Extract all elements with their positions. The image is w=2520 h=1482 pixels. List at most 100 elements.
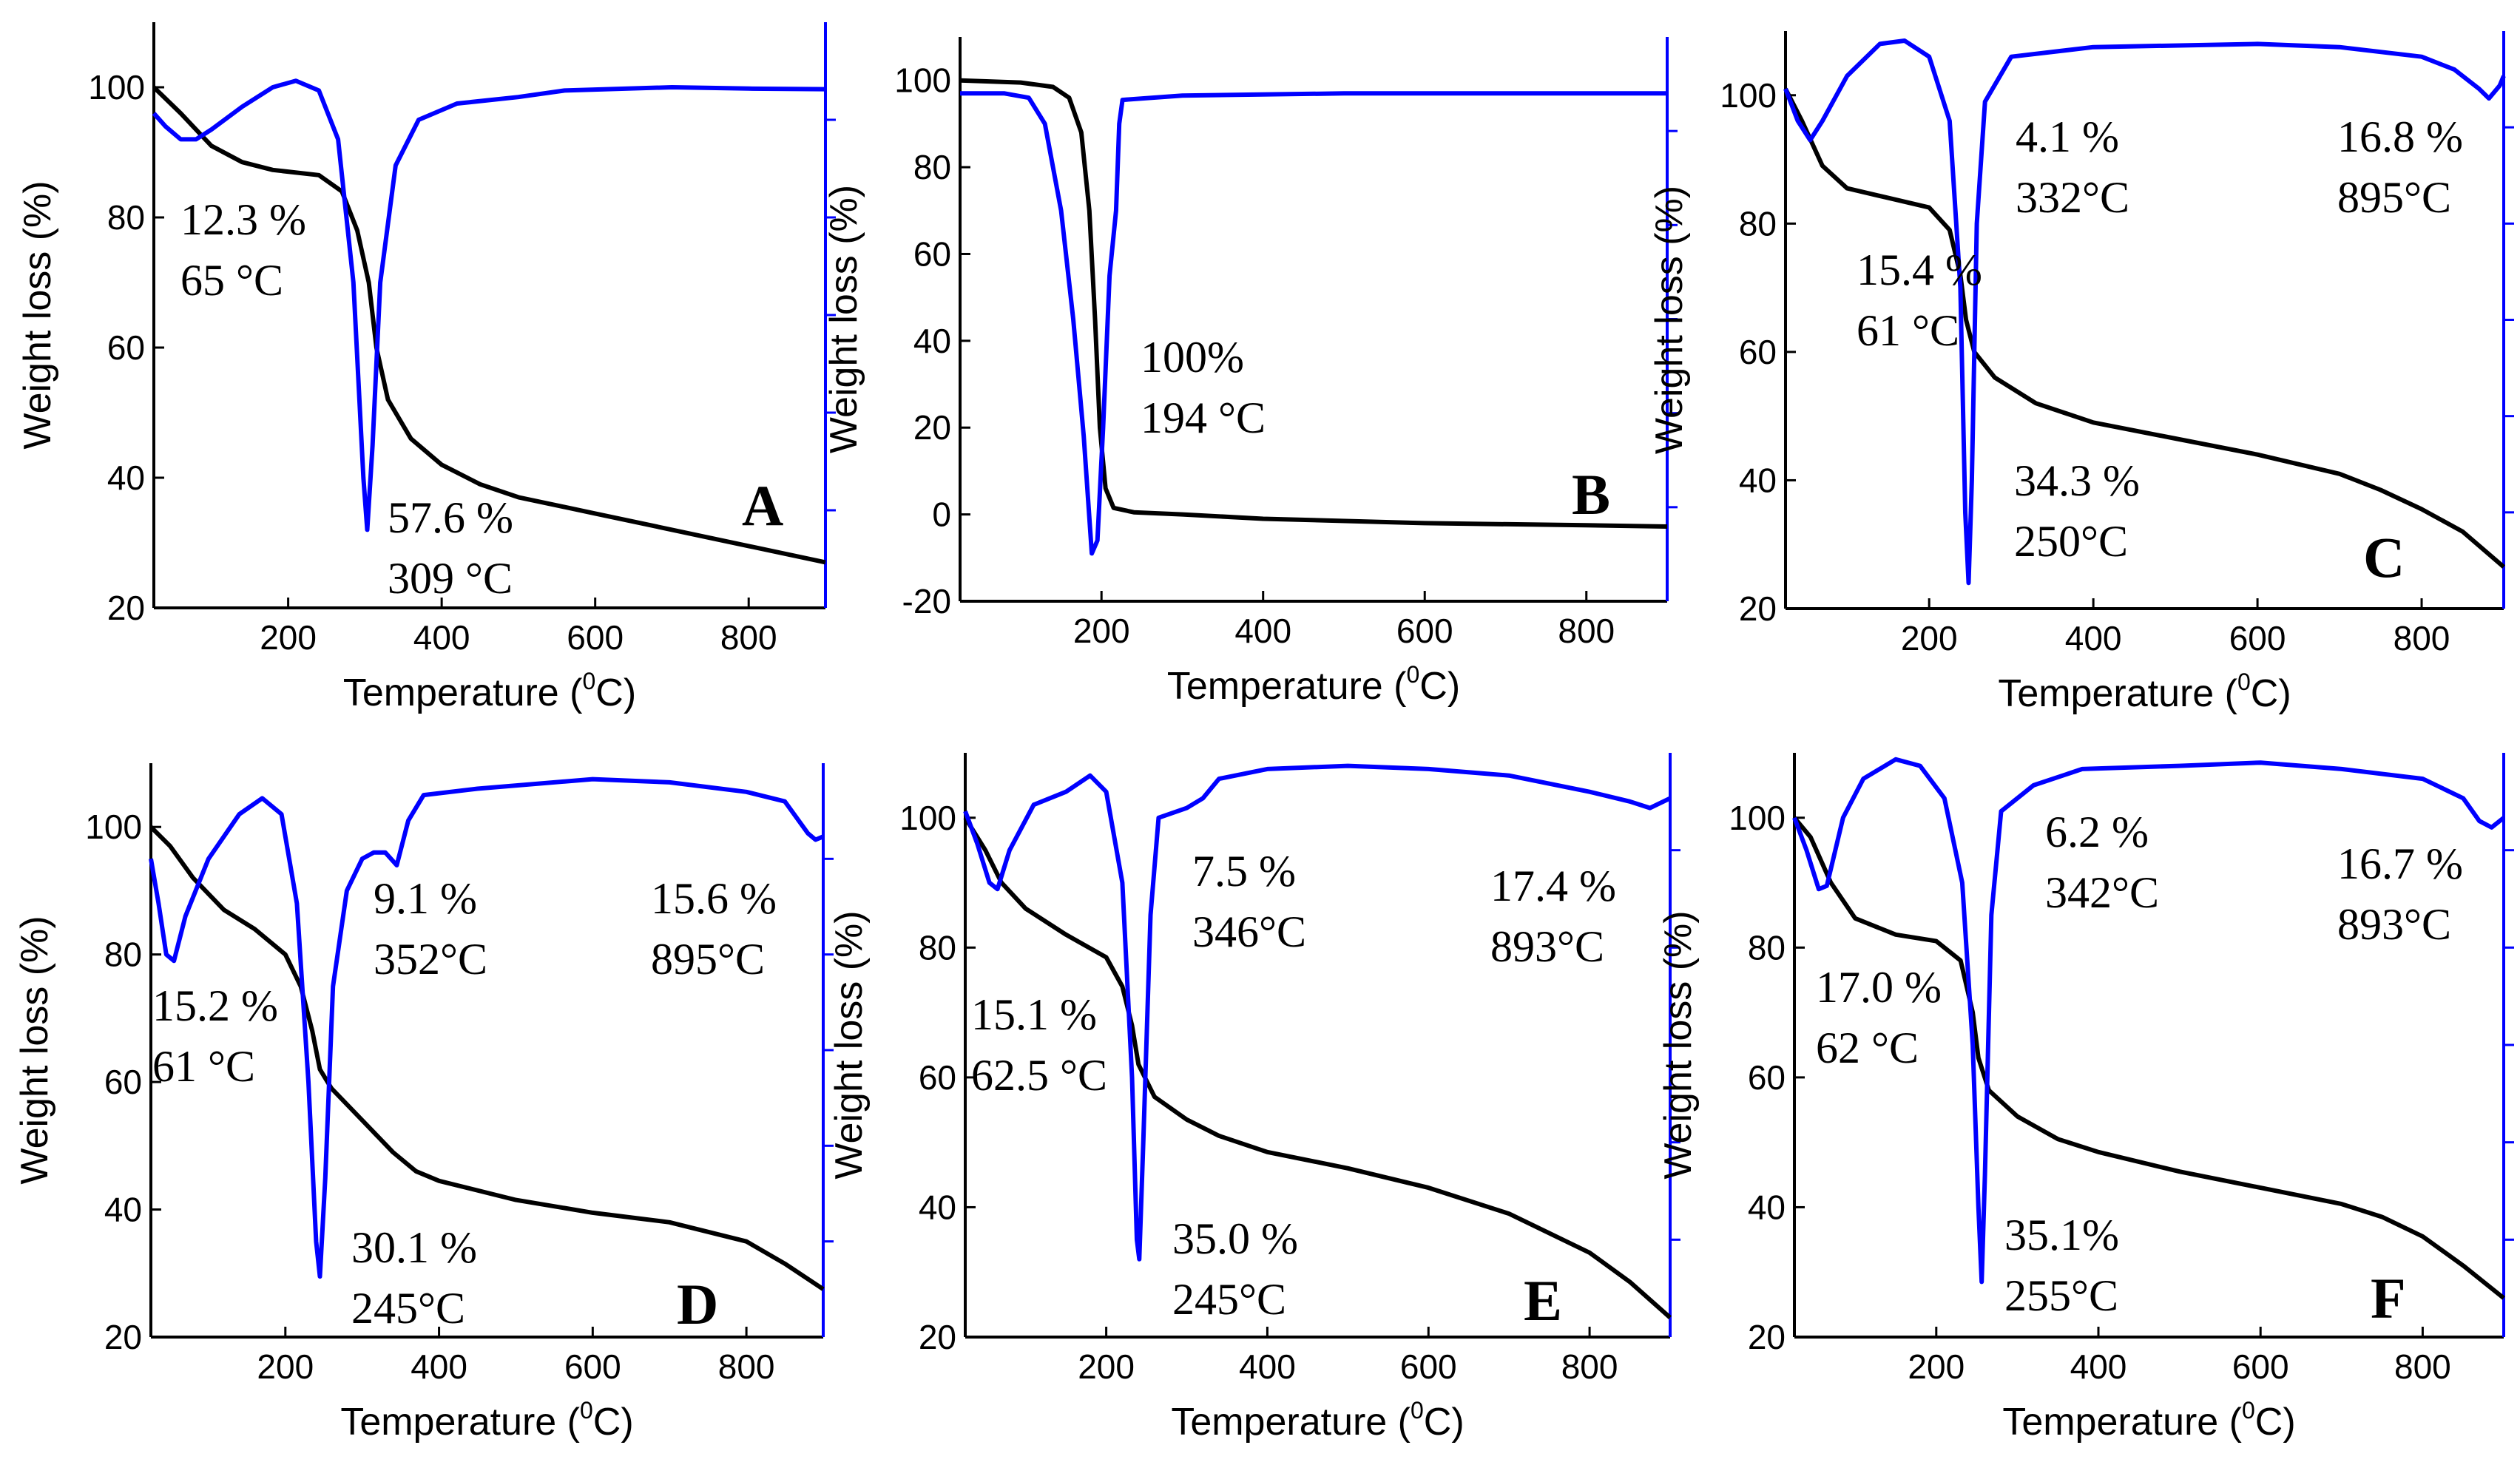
- x-axis-label: Temperature (0C): [1167, 661, 1460, 708]
- y-axis-label: Weight loss (%): [13, 916, 56, 1184]
- annotation-temp: 342°C: [2045, 868, 2159, 917]
- y-tick-label: 20: [1748, 1318, 1786, 1356]
- y-tick-label: 40: [1739, 461, 1777, 499]
- y-tick-label: 80: [107, 198, 145, 237]
- y-tick-label: 40: [1748, 1188, 1786, 1226]
- annotation: 57.6 % 309 °C: [388, 493, 513, 603]
- annotation: 35.0 % 245°C: [1172, 1214, 1298, 1324]
- annotation: 15.4 % 61 °C: [1857, 246, 1982, 355]
- y-axis-label: Weight loss (%): [16, 180, 59, 449]
- y-axis-label: Weight loss (%): [822, 185, 865, 453]
- annotation-percent: 7.5 %: [1192, 847, 1296, 896]
- panel-letter: E: [1524, 1268, 1562, 1333]
- y-tick-label: 100: [894, 61, 951, 100]
- annotation: 17.0 % 62 °C: [1816, 963, 1942, 1072]
- annotation-temp: 893°C: [2337, 900, 2451, 949]
- y-axis-label: Weight loss (%): [1657, 910, 1700, 1179]
- dtg-curve: [152, 78, 826, 532]
- y-tick-label: 80: [1739, 204, 1777, 243]
- x-tick-label: 400: [1239, 1347, 1296, 1386]
- annotation-temp: 245°C: [1172, 1275, 1286, 1324]
- annotation-percent: 30.1 %: [351, 1223, 477, 1272]
- y-tick-label: 20: [919, 1318, 956, 1356]
- annotation-temp: 62.5 °C: [971, 1051, 1107, 1100]
- annotation-percent: 34.3 %: [2014, 456, 2140, 505]
- annotation: 6.2 % 342°C: [2045, 808, 2159, 917]
- annotation-percent: 9.1 %: [374, 874, 477, 923]
- x-tick-label: 800: [1558, 612, 1615, 650]
- panel-letter: F: [2371, 1266, 2406, 1330]
- tg-curve: [1792, 816, 2505, 1300]
- x-tick-label: 200: [257, 1347, 314, 1386]
- x-tick-label: 400: [411, 1347, 467, 1386]
- dtg-curve: [149, 776, 825, 1279]
- annotation: 16.7 % 893°C: [2337, 839, 2463, 949]
- annotation-percent: 15.6 %: [651, 874, 777, 923]
- y-tick-label: 80: [913, 148, 951, 186]
- x-tick-label: 600: [1396, 612, 1453, 650]
- panel-letter: A: [742, 473, 783, 538]
- y-tick-label: 80: [104, 935, 142, 974]
- y-tick-label: 100: [85, 808, 142, 846]
- y-tick-label: 20: [107, 589, 145, 627]
- y-tick-label: 60: [104, 1063, 142, 1101]
- annotation-percent: 6.2 %: [2045, 808, 2149, 856]
- annotation: 34.3 % 250°C: [2014, 456, 2140, 566]
- x-tick-label: 200: [1078, 1347, 1135, 1386]
- y-tick-label: 80: [1748, 928, 1786, 967]
- annotation-percent: 16.8 %: [2337, 112, 2463, 161]
- panel-letter: D: [677, 1272, 718, 1336]
- tg-curve: [963, 816, 1672, 1319]
- annotation: 4.1 % 332°C: [2016, 112, 2129, 222]
- x-tick-label: 200: [1908, 1347, 1965, 1386]
- annotation: 9.1 % 352°C: [374, 874, 487, 984]
- annotation-temp: 65 °C: [180, 256, 283, 305]
- y-tick-label: 100: [899, 799, 956, 837]
- y-tick-label: 60: [913, 234, 951, 273]
- annotation-temp: 893°C: [1490, 922, 1604, 971]
- y-tick-label: 60: [1748, 1058, 1786, 1097]
- panel-C: 200 400 600 800 20 40 60 80 100 Temperature (0C) W…: [1648, 31, 2514, 715]
- y-tick-label: 0: [932, 495, 951, 534]
- annotation: 15.1 % 62.5 °C: [971, 990, 1107, 1100]
- annotation: 17.4 % 893°C: [1490, 862, 1616, 971]
- x-tick-label: 600: [1400, 1347, 1457, 1386]
- annotation-temp: 250°C: [2014, 517, 2128, 566]
- panel-F: 200 400 600 800 20 40 60 80 100 Temperature (0C) W…: [1657, 753, 2514, 1444]
- annotation-temp: 61 °C: [152, 1042, 255, 1091]
- annotation: 35.1% 255°C: [2004, 1211, 2119, 1320]
- annotation-temp: 245°C: [351, 1284, 465, 1333]
- panel-B: 200 400 600 800 -20 0 20 40 60 80 100 Temperature (…: [822, 37, 1678, 708]
- annotation-percent: 15.2 %: [152, 981, 278, 1030]
- annotation: 15.6 % 895°C: [651, 874, 777, 984]
- y-axis-label: Weight loss (%): [1648, 186, 1691, 454]
- annotation: 16.8 % 895°C: [2337, 112, 2463, 222]
- panel-letter: B: [1572, 462, 1610, 527]
- dtg-curve: [960, 91, 1667, 556]
- y-tick-label: 80: [919, 928, 956, 967]
- y-tick-label: 20: [913, 408, 951, 447]
- y-tick-label: 20: [1739, 589, 1777, 628]
- x-tick-label: 200: [1073, 612, 1130, 650]
- tg-curve: [152, 85, 826, 565]
- annotation: 15.2 % 61 °C: [152, 981, 278, 1091]
- annotation-temp: 255°C: [2004, 1271, 2118, 1320]
- panel-A: 200 400 600 800 20 40 60 80 100 Temperature (0C) W…: [16, 22, 836, 714]
- x-tick-label: 400: [2065, 619, 2122, 657]
- annotation-temp: 352°C: [374, 935, 487, 984]
- x-tick-label: 200: [1901, 619, 1958, 657]
- x-tick-label: 800: [1561, 1347, 1618, 1386]
- y-tick-label: 40: [913, 322, 951, 360]
- annotation-temp: 309 °C: [388, 554, 513, 603]
- annotation-percent: 17.0 %: [1816, 963, 1942, 1012]
- x-tick-label: 400: [413, 618, 470, 657]
- x-tick-label: 800: [718, 1347, 775, 1386]
- annotation-percent: 15.4 %: [1857, 246, 1982, 294]
- y-axis-label: Weight loss (%): [828, 910, 871, 1179]
- x-tick-label: 600: [567, 618, 624, 657]
- dtg-curve: [1792, 757, 2505, 1285]
- x-tick-label: 600: [2229, 619, 2286, 657]
- annotation-temp: 346°C: [1192, 907, 1306, 956]
- x-axis-label: Temperature (0C): [343, 668, 636, 714]
